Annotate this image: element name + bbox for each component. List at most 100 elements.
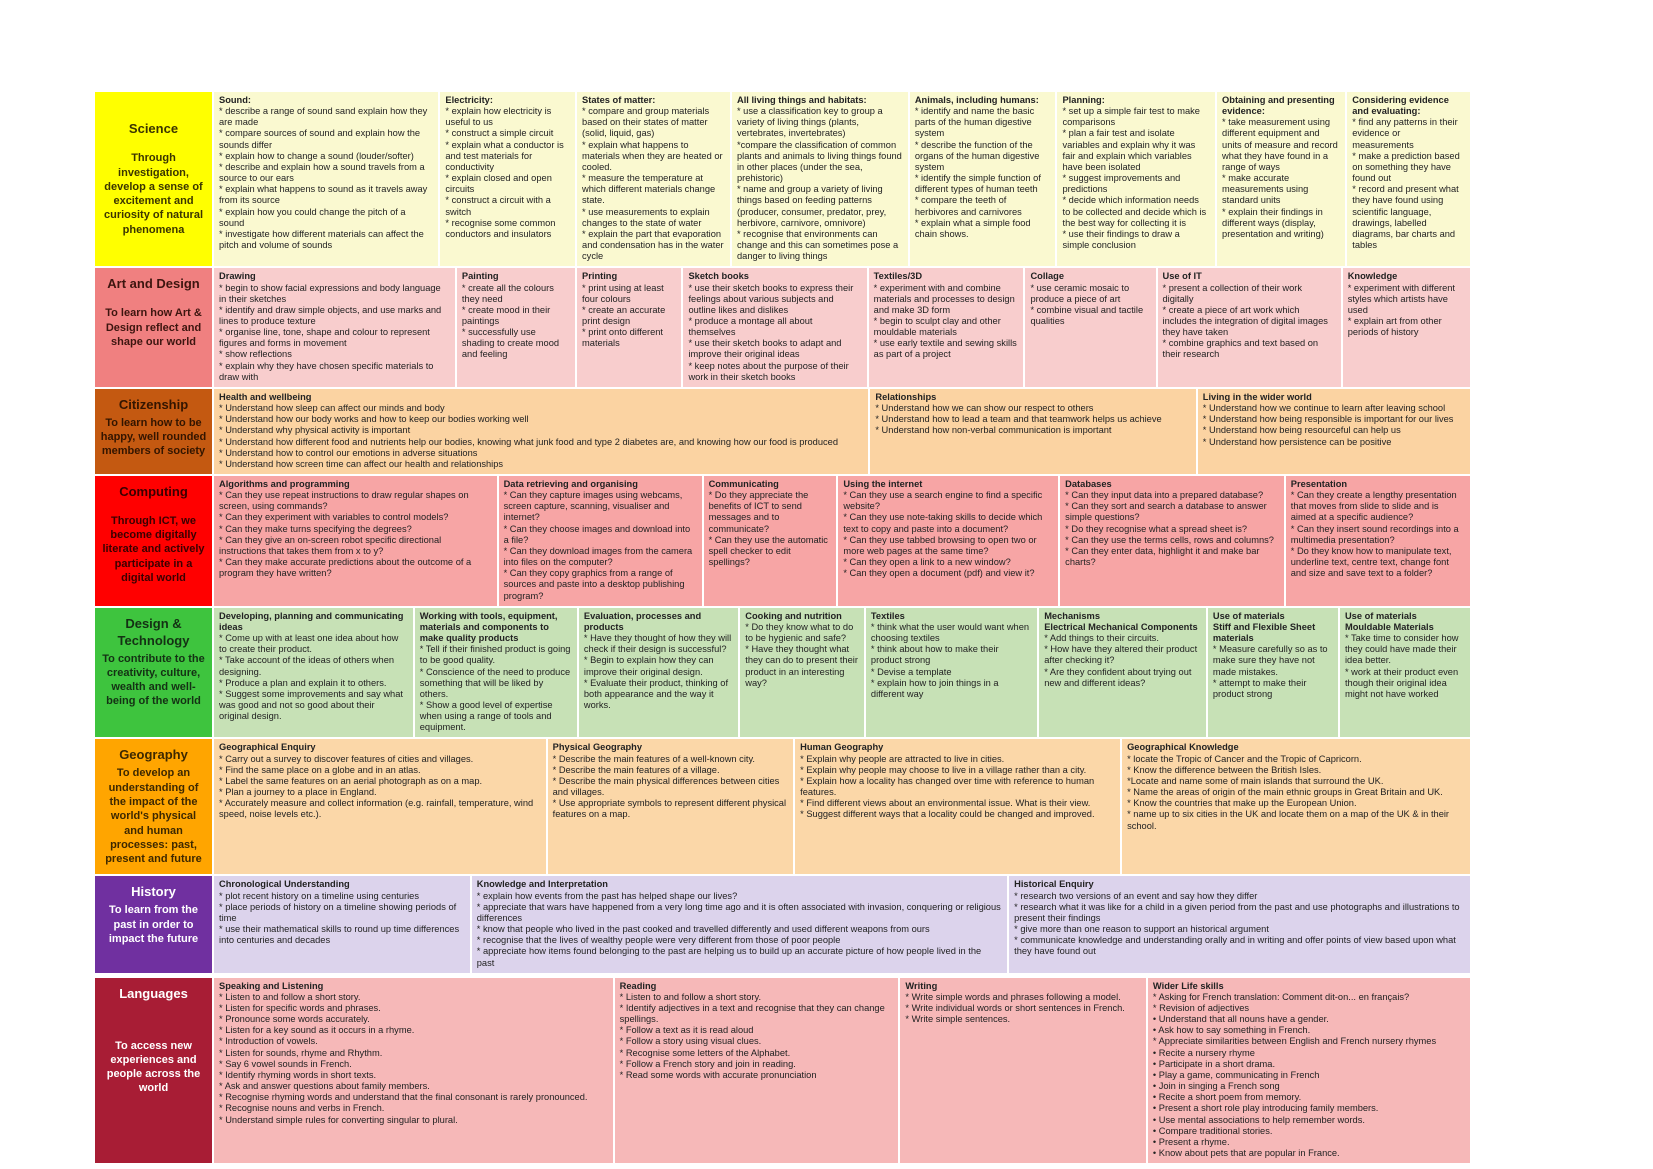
objective-item: * describe a range of sound sand explain… xyxy=(219,106,428,128)
objective-item: * Ask and answer questions about family … xyxy=(219,1081,430,1092)
cell-title: Living in the wider world xyxy=(1202,391,1312,402)
cell-title: Using the internet xyxy=(843,479,923,489)
cell-title: Knowledge and Interpretation xyxy=(476,879,608,890)
objective-item: * describe the function of the organs of… xyxy=(914,139,1040,172)
objective-item: * construct a circuit with a switch xyxy=(445,195,551,217)
objective-item: * identify and name the basic parts of t… xyxy=(914,106,1035,139)
cell-title: Speaking and Listening xyxy=(219,980,324,991)
cell-title: Cooking and nutrition xyxy=(745,610,842,621)
subject-row-geography: Geography To develop an understanding of … xyxy=(95,739,1470,875)
objective-item: * Come up with at least one idea about h… xyxy=(219,633,399,655)
objective-item: * create an accurate print design xyxy=(582,304,666,326)
cell-title: Evaluation, processes and products xyxy=(583,610,702,632)
curriculum-cell-citizenship-2: Living in the wider world * Understand ho… xyxy=(1197,388,1470,474)
objective-item: * Asking for French translation: Comment… xyxy=(1152,991,1410,1002)
objective-item: • Know about pets that are popular in Fr… xyxy=(1152,1148,1340,1158)
objective-item: * make a prediction based on something t… xyxy=(1352,150,1460,184)
curriculum-cell-languages-1: Reading * Listen to and follow a short st… xyxy=(614,977,899,1164)
curriculum-cell-art-7: Knowledge * experiment with different sty… xyxy=(1342,268,1471,387)
objective-item: * give more than one reason to support a… xyxy=(1014,924,1269,935)
subject-title: Design & Technology xyxy=(117,615,190,648)
objective-item: * Appreciate similarities between Englis… xyxy=(1152,1036,1437,1047)
objective-item: * explain what a conductor is and test m… xyxy=(445,139,564,172)
cell-title: Use of IT xyxy=(1162,271,1202,282)
subject-row-languages: Languages To access new experiences and p… xyxy=(95,977,1470,1164)
curriculum-cell-dt-3: Cooking and nutrition * Do they know what… xyxy=(740,607,864,738)
objective-item: * Can they use repeat instructions to dr… xyxy=(219,490,469,512)
curriculum-cell-art-6: Use of IT * present a collection of their… xyxy=(1157,268,1341,387)
cell-title: Printing xyxy=(582,271,618,282)
subject-title: Geography xyxy=(119,747,188,763)
curriculum-cell-dt-6: Use of materials Stiff and Flexible Sheet… xyxy=(1207,607,1338,738)
subject-row-science: Science Through investigation, develop a … xyxy=(95,92,1470,267)
subject-subtitle: To learn how to be happy, well rounded m… xyxy=(100,416,207,458)
curriculum-cell-computing-0: Algorithms and programming * Can they use… xyxy=(214,476,497,606)
objective-item: * appreciate how items found belonging t… xyxy=(476,946,982,968)
objective-item: * locate the Tropic of Cancer and the Tr… xyxy=(1127,753,1362,764)
objective-item: * begin to show facial expressions and b… xyxy=(219,282,441,304)
objective-item: * use their findings to draw a simple co… xyxy=(1062,228,1180,251)
objective-item: * Tell if their finished product is goin… xyxy=(419,644,571,666)
cell-title: Mechanisms xyxy=(1044,610,1100,621)
objective-item: * Understand how non-verbal communicatio… xyxy=(875,425,1112,436)
objective-item: * explain what happens to materials when… xyxy=(582,139,723,172)
objective-item: * create mood in their paintings xyxy=(461,304,551,326)
subject-label-science: Science Through investigation, develop a … xyxy=(95,92,212,267)
objective-item: * plot recent history on a timeline usin… xyxy=(219,890,419,901)
objective-item: * explain how events from the past has h… xyxy=(476,890,738,901)
objective-item: * Can they make turns specifying the deg… xyxy=(219,523,412,534)
cell-title: Sound: xyxy=(219,95,252,105)
objective-item: * create a piece of art work which inclu… xyxy=(1162,304,1328,338)
cell-title: Historical Enquiry xyxy=(1014,879,1094,890)
objective-item: * combine visual and tactile qualities xyxy=(1030,304,1144,326)
curriculum-cell-citizenship-1: Relationships * Understand how we can sho… xyxy=(870,388,1196,474)
cell-title: Knowledge xyxy=(1347,271,1398,282)
objective-item: * Write individual words or short senten… xyxy=(905,1002,1125,1013)
subject-title: Citizenship xyxy=(118,396,189,412)
cell-title: Obtaining and presenting evidence: xyxy=(1222,95,1335,117)
curriculum-cell-computing-2: Communicating * Do they appreciate the be… xyxy=(703,476,837,606)
objective-item: * Identify adjectives in a text and reco… xyxy=(619,1002,885,1025)
objective-item: * Understand how different food and nutr… xyxy=(219,436,839,447)
objective-item: * Follow a text as it is read aloud xyxy=(619,1025,754,1036)
objective-item: • Participate in a short drama. xyxy=(1152,1058,1276,1069)
objective-item: * Can they use note-taking skills to dec… xyxy=(843,512,1043,534)
subject-row-citizenship: Citizenship To learn how to be happy, wel… xyxy=(95,388,1470,474)
objective-item: * plan a fair test and isolate variables… xyxy=(1062,128,1196,172)
cell-title: Textiles xyxy=(870,610,905,621)
objective-item: * Understand how we continue to learn af… xyxy=(1202,403,1446,414)
objective-item: * Produce a plan and explain it to other… xyxy=(219,677,387,688)
objective-item: * compare sources of sound and explain h… xyxy=(219,128,421,150)
objective-item: * Take account of the ideas of others wh… xyxy=(219,655,395,677)
objective-item: * Identify rhyming words in short texts. xyxy=(219,1069,377,1080)
objective-item: * compare and group materials based on t… xyxy=(582,106,710,139)
objective-item: * Add things to their circuits. xyxy=(1044,633,1159,644)
curriculum-cell-dt-0: Developing, planning and communicating i… xyxy=(214,607,413,738)
objective-item: * recognise that the lives of wealthy pe… xyxy=(476,935,841,946)
cell-title: Electrical Mechanical Components xyxy=(1044,621,1198,632)
cell-title: Writing xyxy=(905,980,938,991)
curriculum-cell-art-1: Painting * create all the colours they ne… xyxy=(456,268,576,387)
objective-item: * Listen for specific words and phrases. xyxy=(219,1002,381,1013)
subject-columns: Drawing * begin to show facial expression… xyxy=(214,268,1471,387)
objective-item: * Begin to explain how they can improve … xyxy=(583,655,714,677)
cell-title: Geographical Knowledge xyxy=(1127,742,1239,753)
curriculum-cell-history-1: Knowledge and Interpretation * explain ho… xyxy=(471,876,1008,973)
objective-item: • Present a rhyme. xyxy=(1152,1136,1230,1147)
subject-title: Science xyxy=(128,121,179,137)
objective-item: * Plan a journey to a place in England. xyxy=(219,787,377,798)
objective-item: * Can they insert sound recordings into … xyxy=(1290,523,1459,545)
cell-title: Physical Geography xyxy=(552,742,643,753)
objective-item: * use a classification key to group a va… xyxy=(736,106,883,139)
objective-item: * explain closed and open circuits xyxy=(445,173,552,195)
curriculum-cell-computing-5: Presentation * Can they create a lengthy … xyxy=(1285,476,1471,606)
curriculum-cell-geography-3: Geographical Knowledge * locate the Tropi… xyxy=(1122,739,1470,875)
objective-item: * Read some words with accurate pronunci… xyxy=(619,1069,817,1080)
objective-item: * Follow a story using visual clues. xyxy=(619,1036,762,1047)
objective-item: * Do they appreciate the benefits of ICT… xyxy=(708,490,809,534)
subject-label-computing: Computing Through ICT, we become digitall… xyxy=(95,476,212,606)
cell-title: Drawing xyxy=(219,271,256,282)
objective-item: * think what the user would want when ch… xyxy=(870,621,1030,644)
cell-title: Considering evidence and evaluating: xyxy=(1352,95,1449,117)
cell-title: Use of materials xyxy=(1212,610,1285,621)
